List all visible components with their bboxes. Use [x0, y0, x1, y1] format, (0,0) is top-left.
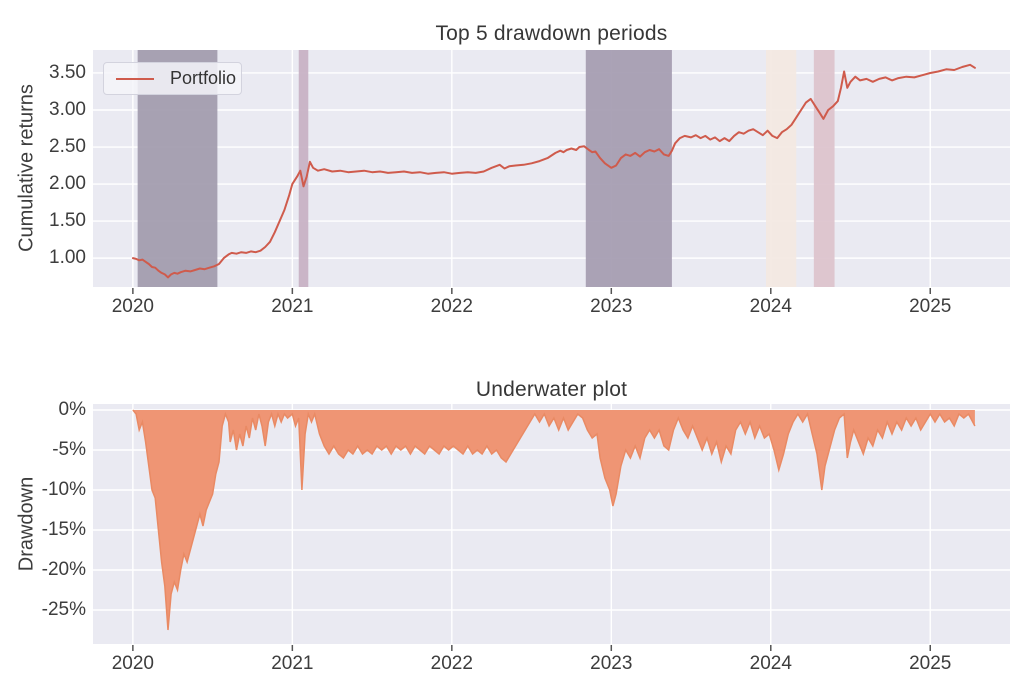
y-tick-label: 0% [58, 399, 86, 420]
x-tick-label: 2022 [430, 296, 473, 317]
x-tick-label: 2023 [590, 653, 633, 674]
drawdown-band [765, 50, 797, 287]
plot-area [93, 50, 1010, 294]
drawdown-area [132, 410, 975, 630]
y-tick-label: -25% [41, 599, 86, 620]
chart-title: Top 5 drawdown periods [435, 22, 668, 45]
plot-background [93, 404, 1010, 644]
legend: Portfolio [103, 62, 242, 95]
y-tick-label: 2.50 [49, 136, 86, 158]
drawdown-band [298, 50, 309, 287]
y-tick-label: -20% [41, 559, 86, 580]
plot-background [93, 50, 1010, 287]
x-tick-label: 2020 [111, 296, 154, 317]
x-tick-label: 2021 [271, 653, 314, 674]
y-tick-label: -5% [52, 439, 86, 460]
y-tick-label: -10% [41, 479, 86, 500]
y-tick-label: 1.00 [49, 247, 86, 269]
y-tick-label: -15% [41, 519, 86, 540]
drawdown-band [585, 50, 672, 287]
x-tick-label: 2021 [271, 296, 314, 317]
y-tick-label: 3.50 [49, 61, 86, 83]
y-tick-label: 3.00 [49, 98, 86, 120]
legend-label: Portfolio [170, 68, 237, 88]
x-tick-label: 2024 [749, 296, 792, 317]
drawdown-area-edge [132, 409, 976, 631]
chart-title: Underwater plot [475, 378, 628, 401]
x-tick-label: 2023 [590, 296, 633, 317]
x-tick-label: 2025 [909, 653, 952, 674]
x-tick-label: 2020 [111, 653, 154, 674]
y-tick-label: 2.00 [49, 173, 86, 195]
x-tick-label: 2022 [430, 653, 473, 674]
y-tick-label: 1.50 [49, 210, 86, 232]
legend-line-swatch [116, 77, 154, 80]
plot-area [93, 404, 1010, 651]
x-tick-label: 2025 [909, 296, 952, 317]
x-tick-label: 2024 [749, 653, 792, 674]
portfolio-line [131, 63, 976, 279]
